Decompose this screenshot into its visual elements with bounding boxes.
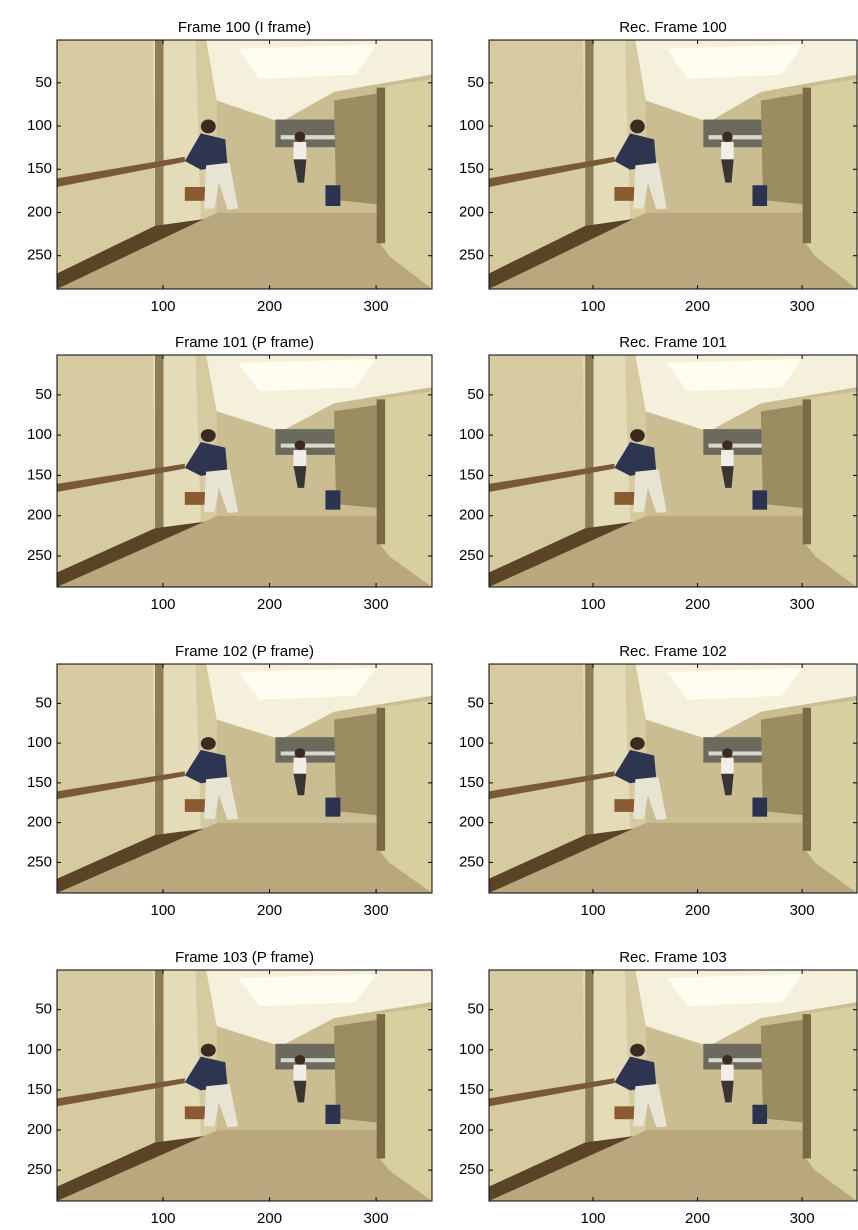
image (57, 970, 432, 1201)
x-tick-label: 300 (364, 298, 389, 315)
x-tick-label: 100 (150, 902, 175, 919)
axes: Frame 102 (P frame) 100 200 300 50 100 150 200 2… (27, 643, 432, 919)
y-tick-label: 200 (459, 507, 484, 524)
x-tick-label: 300 (364, 902, 389, 919)
image (57, 355, 432, 587)
y-tick-label: 100 (459, 1041, 484, 1058)
x-tick-label: 100 (581, 596, 606, 613)
y-tick-label: 50 (35, 386, 52, 403)
y-tick-label: 250 (27, 547, 52, 564)
x-tick-label: 200 (257, 902, 282, 919)
x-tick-label: 100 (581, 902, 606, 919)
y-tick-label: 50 (467, 386, 484, 403)
y-tick-label: 250 (27, 1161, 52, 1178)
x-tick-label: 200 (685, 1210, 710, 1227)
y-tick-label: 150 (459, 160, 484, 177)
axes: Rec. Frame 101 100 200 300 50 100 150 200 250 (459, 334, 857, 613)
axes-title: Rec. Frame 101 (619, 334, 727, 351)
x-tick-label: 200 (685, 902, 710, 919)
axes-title: Rec. Frame 103 (619, 949, 727, 966)
y-tick-label: 150 (27, 1081, 52, 1098)
y-tick-label: 50 (467, 1001, 484, 1018)
y-tick-label: 100 (27, 734, 52, 751)
axes-title: Frame 101 (P frame) (175, 334, 314, 351)
x-tick-label: 200 (685, 298, 710, 315)
y-tick-label: 50 (35, 694, 52, 711)
axes-title: Frame 100 (I frame) (178, 19, 311, 36)
x-tick-label: 200 (257, 1210, 282, 1227)
x-tick-label: 300 (364, 1210, 389, 1227)
axes-title: Rec. Frame 100 (619, 19, 727, 36)
x-tick-label: 200 (257, 596, 282, 613)
page: Frame 100 (I frame) 100 200 300 50 100 150 200 2… (0, 0, 858, 1230)
y-tick-label: 200 (459, 814, 484, 831)
figure: Frame 100 (I frame) 100 200 300 50 100 150 200 2… (0, 0, 858, 1230)
x-tick-label: 200 (257, 298, 282, 315)
x-tick-label: 100 (150, 1210, 175, 1227)
x-tick-label: 100 (150, 298, 175, 315)
y-tick-label: 50 (467, 694, 484, 711)
y-tick-label: 50 (467, 74, 484, 91)
y-tick-label: 50 (35, 74, 52, 91)
y-tick-label: 250 (459, 1161, 484, 1178)
x-tick-label: 300 (790, 298, 815, 315)
y-tick-label: 100 (459, 734, 484, 751)
image (57, 40, 432, 289)
x-tick-label: 300 (790, 596, 815, 613)
y-tick-label: 250 (459, 547, 484, 564)
y-tick-label: 150 (27, 466, 52, 483)
y-tick-label: 200 (459, 203, 484, 220)
axes: Frame 103 (P frame) 100 200 300 50 100 150 200 2… (27, 949, 432, 1227)
axes: Frame 101 (P frame) 100 200 300 50 100 150 200 2… (27, 334, 432, 613)
image (489, 355, 857, 587)
x-tick-label: 200 (685, 596, 710, 613)
y-tick-label: 200 (27, 814, 52, 831)
y-tick-label: 150 (459, 774, 484, 791)
axes-title: Frame 102 (P frame) (175, 643, 314, 660)
x-tick-label: 100 (581, 298, 606, 315)
image (489, 664, 857, 893)
axes: Rec. Frame 103 100 200 300 50 100 150 200 250 (459, 949, 857, 1227)
x-tick-label: 100 (150, 596, 175, 613)
y-tick-label: 250 (459, 247, 484, 264)
y-tick-label: 150 (27, 774, 52, 791)
y-tick-label: 100 (459, 426, 484, 443)
y-tick-label: 200 (27, 507, 52, 524)
image (489, 40, 857, 289)
y-tick-label: 50 (35, 1001, 52, 1018)
y-tick-label: 200 (459, 1121, 484, 1138)
axes: Rec. Frame 102 100 200 300 50 100 150 200 250 (459, 643, 857, 919)
y-tick-label: 100 (27, 426, 52, 443)
x-tick-label: 100 (581, 1210, 606, 1227)
y-tick-label: 150 (459, 466, 484, 483)
y-tick-label: 200 (27, 1121, 52, 1138)
y-tick-label: 150 (459, 1081, 484, 1098)
y-tick-label: 200 (27, 203, 52, 220)
y-tick-label: 250 (459, 853, 484, 870)
y-tick-label: 150 (27, 160, 52, 177)
x-tick-label: 300 (364, 596, 389, 613)
y-tick-label: 250 (27, 853, 52, 870)
axes: Frame 100 (I frame) 100 200 300 50 100 150 200 2… (27, 19, 432, 315)
x-tick-label: 300 (790, 1210, 815, 1227)
axes: Rec. Frame 100 100 200 300 50 100 150 200 250 (459, 19, 857, 315)
image (57, 664, 432, 893)
y-tick-label: 250 (27, 247, 52, 264)
image (489, 970, 857, 1201)
axes-title: Frame 103 (P frame) (175, 949, 314, 966)
axes-title: Rec. Frame 102 (619, 643, 727, 660)
y-tick-label: 100 (27, 117, 52, 134)
y-tick-label: 100 (27, 1041, 52, 1058)
x-tick-label: 300 (790, 902, 815, 919)
y-tick-label: 100 (459, 117, 484, 134)
